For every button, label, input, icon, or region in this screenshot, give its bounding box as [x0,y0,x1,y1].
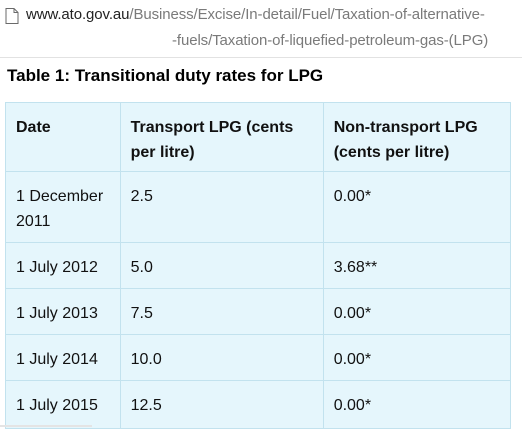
duty-rates-table: Date Transport LPG (cents per litre) Non… [5,102,512,429]
cell-non-transport: 0.00* [322,380,512,429]
cell-date: 1 December 2011 [5,171,121,243]
table-row: 1 July 2013 7.5 0.00* [5,288,512,335]
cell-non-transport: 3.68** [322,242,512,289]
header-date: Date [5,102,121,172]
cell-date: 1 July 2015 [5,380,121,429]
cell-transport: 7.5 [119,288,324,335]
cell-transport: 10.0 [119,334,324,381]
header-non-transport: Non-transport LPG (cents per litre) [322,102,512,172]
cell-transport: 2.5 [119,171,324,243]
cell-non-transport: 0.00* [322,288,512,335]
cell-transport: 12.5 [119,380,324,429]
header-transport: Transport LPG (cents per litre) [119,102,324,172]
url-path-2: -fuels/Taxation-of-liquefied-petroleum-g… [172,32,489,49]
table-row: 1 December 2011 2.5 0.00* [5,171,512,243]
bottom-edge-shadow [0,425,92,427]
page-icon [5,8,19,24]
table-row: 1 July 2014 10.0 0.00* [5,334,512,381]
cell-date: 1 July 2014 [5,334,121,381]
cell-transport: 5.0 [119,242,324,289]
table-title: Table 1: Transitional duty rates for LPG [7,66,324,85]
cell-non-transport: 0.00* [322,334,512,381]
url-path-1: /Business/Excise/In-detail/Fuel/Taxation… [129,6,485,23]
cell-date: 1 July 2012 [5,242,121,289]
cell-non-transport: 0.00* [322,171,512,243]
table-row: 1 July 2015 12.5 0.00* [5,380,512,429]
address-bar-divider [0,57,522,58]
table-header-row: Date Transport LPG (cents per litre) Non… [5,102,512,172]
url-domain: www.ato.gov.au [26,6,130,23]
address-bar[interactable]: www.ato.gov.au/Business/Excise/In-detail… [0,0,522,58]
url-text-line-1: www.ato.gov.au/Business/Excise/In-detail… [26,6,485,23]
table-row: 1 July 2012 5.0 3.68** [5,242,512,289]
cell-date: 1 July 2013 [5,288,121,335]
